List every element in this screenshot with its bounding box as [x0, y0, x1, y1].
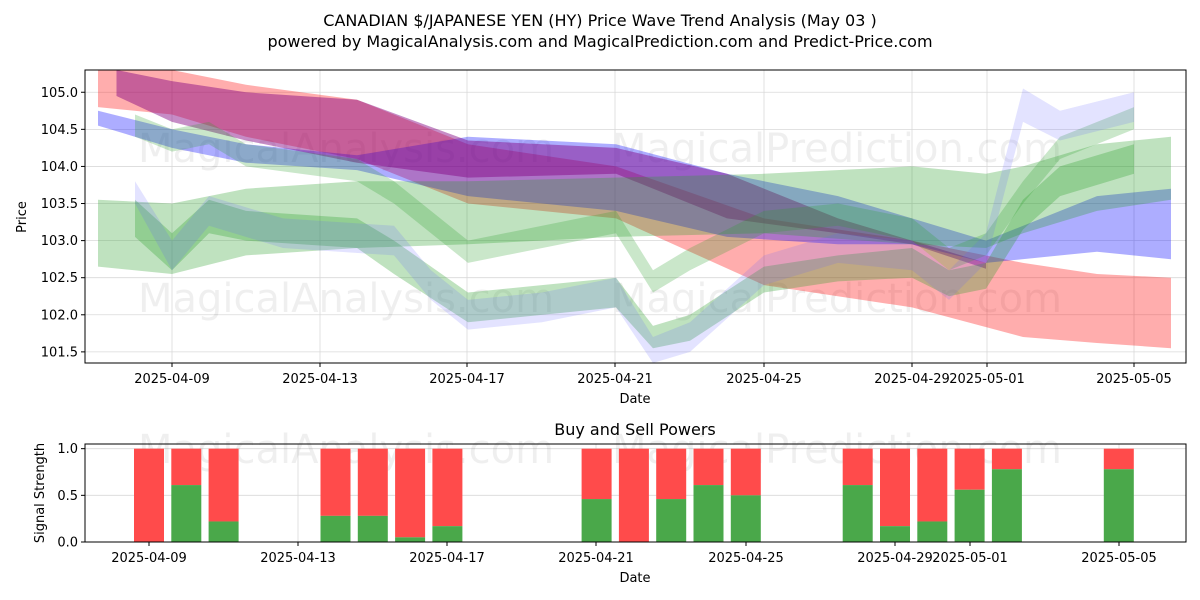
price-bands — [98, 70, 1171, 363]
price-x-tick-label: 2025-04-29 — [874, 372, 950, 387]
buy-bar — [880, 526, 910, 542]
sell-bar — [432, 448, 463, 527]
price-grid — [85, 70, 1186, 363]
sell-bar — [917, 448, 948, 522]
buy-bar — [1103, 469, 1134, 542]
sell-bar — [618, 448, 649, 542]
band-green-band-b — [135, 144, 1134, 349]
sell-bar — [581, 448, 612, 500]
buy-bar — [917, 521, 948, 542]
price-x-label: Date — [619, 392, 650, 407]
buy-bar — [954, 489, 985, 542]
signal-y-tick-label: 0.5 — [57, 489, 78, 504]
sell-bar — [991, 448, 1022, 470]
signal-y-axis: 0.0 0.5 1.0 — [57, 442, 85, 551]
price-x-tick-label: 2025-04-25 — [726, 372, 802, 387]
buy-bar — [581, 499, 612, 542]
watermark-1: MagicalAnalysis.com — [138, 126, 554, 172]
band-green-band-a — [98, 136, 1171, 274]
watermark-4: MagicalPrediction.com — [612, 276, 1062, 322]
sell-bar — [357, 448, 388, 516]
signal-x-tick-label: 2025-05-05 — [1081, 551, 1157, 566]
buy-bar — [693, 485, 724, 542]
sell-bar — [880, 448, 910, 527]
chart-title: CANADIAN $/JAPANESE YEN (HY) Price Wave … — [323, 11, 876, 30]
sell-bar — [1103, 448, 1134, 470]
signal-x-tick-label: 2025-04-09 — [111, 551, 187, 566]
price-y-tick-label: 102.0 — [41, 308, 78, 323]
band-purple-band — [116, 70, 986, 269]
sell-bar — [171, 448, 202, 486]
signal-plot-frame — [84, 443, 1187, 543]
signal-x-label: Date — [619, 571, 650, 586]
price-y-tick-label: 102.5 — [41, 271, 78, 286]
band-red-band — [98, 70, 1171, 349]
signal-title: Buy and Sell Powers — [554, 420, 716, 439]
buy-bar — [357, 515, 388, 542]
signal-x-tick-label: 2025-04-21 — [558, 551, 634, 566]
price-x-tick-label: 2025-04-21 — [577, 372, 653, 387]
sell-bar — [656, 448, 687, 500]
watermark-2: MagicalPrediction.com — [612, 126, 1062, 172]
signal-watermark-2: MagicalPrediction.com — [612, 427, 1062, 473]
band-green-band-c — [135, 107, 1134, 293]
signal-y-tick-label: 1.0 — [57, 442, 78, 457]
signal-x-axis: 2025-04-09 2025-04-13 2025-04-17 2025-04-21… — [111, 542, 1157, 566]
price-x-tick-label: 2025-05-01 — [949, 372, 1025, 387]
buy-bar — [656, 499, 687, 542]
signal-x-tick-label: 2025-04-25 — [708, 551, 784, 566]
price-x-tick-label: 2025-05-05 — [1096, 372, 1172, 387]
price-plot-frame — [84, 69, 1187, 364]
sell-bar — [134, 448, 164, 542]
signal-y-tick-label: 0.0 — [57, 536, 78, 551]
sell-bar — [320, 448, 351, 516]
price-y-axis: 101.5 102.0 102.5 103.0 103.5 104.0 104.5 105.0 — [41, 86, 85, 360]
price-x-tick-label: 2025-04-09 — [134, 372, 210, 387]
signal-x-tick-label: 2025-04-29 — [857, 551, 933, 566]
price-y-tick-label: 101.5 — [41, 345, 78, 360]
signal-bars — [134, 448, 1134, 542]
price-y-tick-label: 104.5 — [41, 123, 78, 138]
signal-y-label: Signal Strength — [33, 443, 48, 543]
buy-bar — [171, 485, 202, 542]
buy-bar — [842, 485, 873, 542]
buy-bar — [991, 469, 1022, 542]
price-plot: MagicalAnalysis.com MagicalPrediction.co… — [15, 69, 1187, 407]
signal-plot: Buy and Sell Powers MagicalAnalysis.com … — [33, 420, 1187, 586]
buy-bar — [730, 495, 761, 542]
watermark-3: MagicalAnalysis.com — [138, 276, 554, 322]
price-x-tick-label: 2025-04-17 — [429, 372, 505, 387]
price-y-tick-label: 103.0 — [41, 234, 78, 249]
sell-bar — [693, 448, 724, 486]
buy-bar — [320, 515, 351, 542]
chart-subtitle: powered by MagicalAnalysis.com and Magic… — [267, 32, 932, 51]
sell-bar — [208, 448, 239, 522]
price-watermarks: MagicalAnalysis.com MagicalPrediction.co… — [138, 126, 1062, 322]
price-y-tick-label: 103.5 — [41, 197, 78, 212]
buy-bar — [208, 521, 239, 542]
sell-bar — [395, 448, 426, 538]
sell-bar — [842, 448, 873, 486]
buy-bar — [432, 526, 463, 542]
price-y-label: Price — [15, 201, 30, 233]
sell-bar — [954, 448, 985, 490]
price-y-tick-label: 105.0 — [41, 86, 78, 101]
price-x-tick-label: 2025-04-13 — [282, 372, 358, 387]
band-blue-band — [98, 110, 1171, 263]
signal-x-tick-label: 2025-05-01 — [932, 551, 1008, 566]
price-y-tick-label: 104.0 — [41, 160, 78, 175]
buy-bar — [395, 537, 426, 542]
sell-bar — [730, 448, 761, 496]
band-light-blue-band — [135, 88, 1134, 363]
price-x-axis: 2025-04-09 2025-04-13 2025-04-17 2025-04-21… — [134, 363, 1172, 387]
signal-x-tick-label: 2025-04-13 — [260, 551, 336, 566]
signal-x-tick-label: 2025-04-17 — [409, 551, 485, 566]
